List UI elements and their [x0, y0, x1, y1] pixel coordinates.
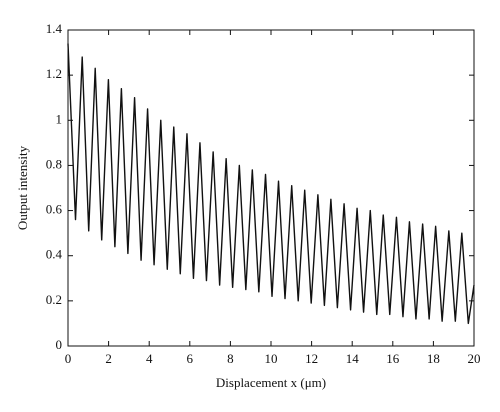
x-tick-label: 10	[265, 351, 278, 366]
x-tick-label: 12	[305, 351, 318, 366]
x-tick-label: 4	[146, 351, 153, 366]
y-tick-label: 1.2	[46, 66, 62, 81]
y-tick-label: 0.4	[46, 247, 63, 262]
x-tick-label: 20	[468, 351, 481, 366]
y-tick-label: 0	[56, 337, 63, 352]
y-tick-label: 1	[56, 111, 63, 126]
plot-frame	[67, 29, 475, 347]
x-tick-label: 2	[105, 351, 112, 366]
y-tick-label: 0.6	[46, 202, 63, 217]
x-tick-label: 6	[187, 351, 194, 366]
x-tick-label: 18	[427, 351, 440, 366]
x-tick-label: 8	[227, 351, 234, 366]
y-tick-label: 0.8	[46, 156, 62, 171]
data-line	[67, 43, 475, 325]
x-axis-label: Displacement x (μm)	[216, 375, 326, 390]
x-tick-label: 14	[346, 351, 360, 366]
y-tick-label: 1.4	[46, 21, 63, 36]
x-tick-label: 16	[386, 351, 400, 366]
y-tick-label: 0.2	[46, 292, 62, 307]
y-axis-label: Output intensity	[15, 145, 30, 230]
x-tick-label: 0	[65, 351, 72, 366]
